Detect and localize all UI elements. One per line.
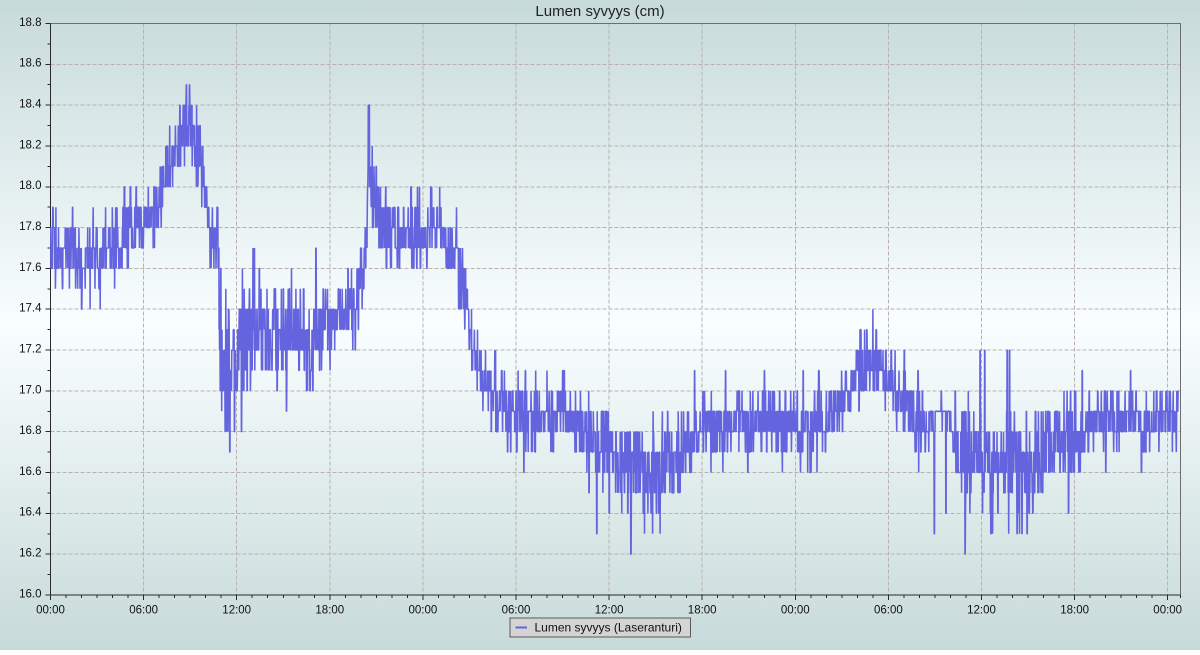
svg-text:00:00: 00:00 xyxy=(36,605,65,617)
svg-text:06:00: 06:00 xyxy=(874,605,903,617)
svg-text:17.0: 17.0 xyxy=(19,384,41,396)
svg-text:00:00: 00:00 xyxy=(781,605,810,617)
svg-text:Lumen syvyys (Laseranturi): Lumen syvyys (Laseranturi) xyxy=(535,621,682,635)
svg-text:18.4: 18.4 xyxy=(19,99,42,111)
svg-text:06:00: 06:00 xyxy=(129,605,158,617)
svg-text:16.2: 16.2 xyxy=(19,548,41,560)
svg-text:Lumen syvyys (cm): Lumen syvyys (cm) xyxy=(535,3,664,20)
svg-text:12:00: 12:00 xyxy=(222,605,251,617)
svg-text:17.6: 17.6 xyxy=(19,262,41,274)
svg-text:06:00: 06:00 xyxy=(502,605,531,617)
svg-text:16.8: 16.8 xyxy=(19,425,41,437)
svg-text:16.4: 16.4 xyxy=(19,507,42,519)
svg-text:18.0: 18.0 xyxy=(19,180,41,192)
svg-text:16.6: 16.6 xyxy=(19,466,41,478)
svg-text:00:00: 00:00 xyxy=(1153,605,1182,617)
svg-text:18:00: 18:00 xyxy=(688,605,717,617)
svg-text:18:00: 18:00 xyxy=(315,605,344,617)
svg-text:17.4: 17.4 xyxy=(19,303,42,315)
svg-text:12:00: 12:00 xyxy=(595,605,624,617)
svg-text:12:00: 12:00 xyxy=(967,605,996,617)
svg-text:17.2: 17.2 xyxy=(19,344,41,356)
svg-text:18.2: 18.2 xyxy=(19,139,41,151)
svg-text:00:00: 00:00 xyxy=(409,605,438,617)
svg-text:18.8: 18.8 xyxy=(19,17,41,29)
svg-text:17.8: 17.8 xyxy=(19,221,41,233)
svg-text:18:00: 18:00 xyxy=(1060,605,1089,617)
svg-text:16.0: 16.0 xyxy=(19,588,41,600)
svg-text:18.6: 18.6 xyxy=(19,58,41,70)
